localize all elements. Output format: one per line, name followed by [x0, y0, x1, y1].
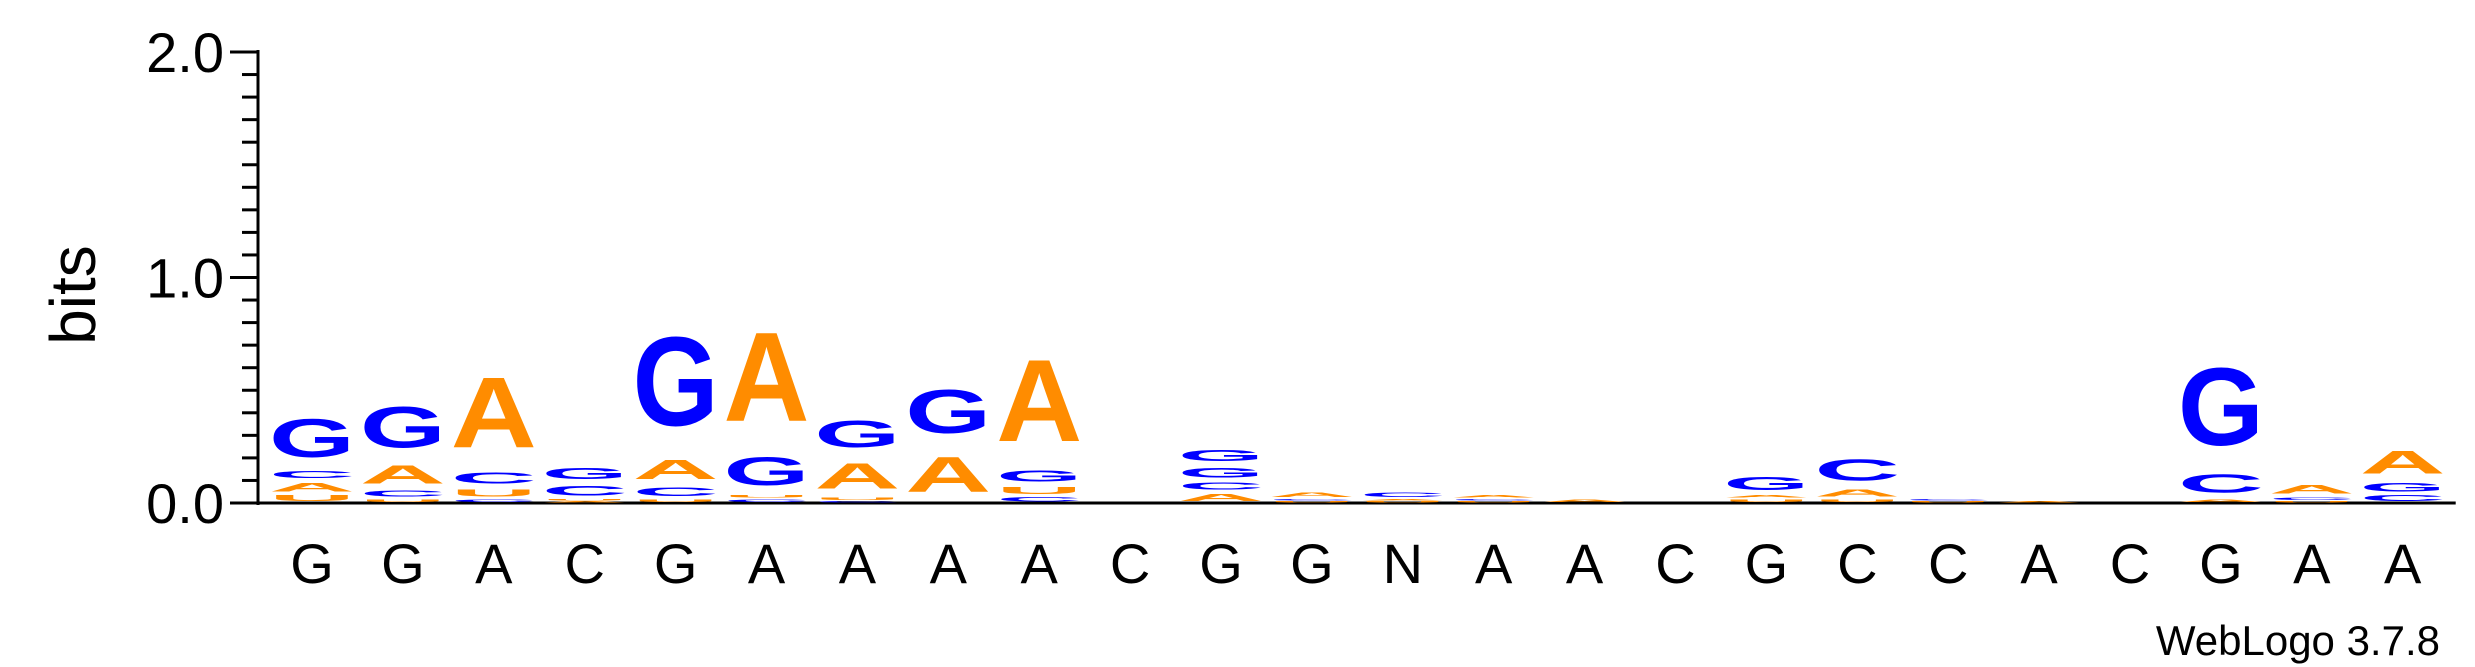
logo-letter-A: A: [1360, 498, 1446, 500]
position-label: A: [2293, 532, 2331, 595]
logo-letter-A: A: [451, 357, 537, 469]
logo-letter-G: G: [360, 394, 446, 459]
logo-letter-A: A: [724, 308, 810, 449]
position-label: C: [1928, 532, 1968, 595]
y-tick-label: 1.0: [146, 247, 224, 310]
logo-letter-A: A: [2178, 498, 2264, 502]
y-axis-label: bits: [37, 245, 109, 345]
logo-letter-C: C: [1451, 498, 1537, 500]
logo-letter-C: C: [269, 469, 355, 480]
logo-letter-U: U: [996, 485, 1082, 496]
logo-letter-A: A: [1996, 501, 2082, 503]
logo-letter-C: C: [996, 496, 1082, 503]
logo-letter-U: U: [1905, 501, 1991, 503]
logo-letter-U: U: [2269, 501, 2355, 503]
position-label: C: [2110, 532, 2150, 595]
logo-letter-A: A: [1451, 494, 1537, 498]
position-label: C: [564, 532, 604, 595]
logo-letter-A: A: [1723, 494, 1809, 498]
position-label: A: [839, 532, 877, 595]
position-label: C: [1837, 532, 1877, 595]
logo-letter-A: A: [1814, 487, 1900, 498]
logo-letter-A: A: [360, 460, 446, 489]
position-label: A: [1475, 532, 1513, 595]
position-label: G: [1745, 532, 1789, 595]
logo-letter-G: G: [1178, 465, 1264, 481]
logo-letter-U: U: [633, 498, 719, 502]
logo-letter-C: C: [1814, 453, 1900, 487]
logo-letter-U: U: [269, 494, 355, 503]
logo-letter-G: G: [814, 413, 900, 456]
logo-letter-U: U: [1360, 501, 1446, 503]
position-label: G: [1290, 532, 1334, 595]
position-label: A: [1566, 532, 1604, 595]
logo-letter-C: C: [2178, 469, 2264, 498]
position-label: A: [2384, 532, 2422, 595]
position-label: G: [654, 532, 698, 595]
logo-letter-U: U: [360, 498, 446, 502]
logo-letter-A: A: [633, 454, 719, 485]
y-axis: 0.0 1.0 2.0: [146, 21, 2456, 535]
logo-letter-G: G: [905, 377, 991, 447]
position-label: A: [930, 532, 968, 595]
logo-letter-C: C: [451, 498, 537, 502]
position-label: A: [2020, 532, 2058, 595]
logo-letter-A: A: [269, 480, 355, 494]
y-tick-label: 2.0: [146, 21, 224, 84]
logo-letter-G: G: [633, 311, 719, 453]
position-label: G: [290, 532, 334, 595]
logo-letter-G: G: [2360, 480, 2446, 494]
logo-letter-C: C: [1905, 498, 1991, 500]
logo-letter-C: C: [1178, 480, 1264, 491]
position-label: A: [475, 532, 513, 595]
position-label: C: [1655, 532, 1695, 595]
logo-letter-U: U: [1814, 498, 1900, 502]
logo-letter-G: G: [542, 464, 628, 482]
logo-letter-C: C: [633, 485, 719, 499]
logo-letter-U: U: [724, 494, 810, 498]
logo-letter-A: A: [905, 447, 991, 503]
position-label: A: [748, 532, 786, 595]
position-label: C: [1110, 532, 1150, 595]
position-label: G: [381, 532, 425, 595]
logo-letter-A: A: [1178, 492, 1264, 503]
logo-letter-G: G: [2178, 346, 2264, 469]
logo-letter-C: C: [814, 501, 900, 503]
logo-letter-C: C: [542, 483, 628, 499]
logo-letter-G: G: [269, 409, 355, 470]
logo-letter-G: G: [1178, 446, 1264, 464]
logo-letter-U: U: [542, 498, 628, 500]
logo-letter-C: C: [451, 469, 537, 487]
logo-letter-A: A: [2360, 445, 2446, 481]
logo-letter-U: U: [451, 487, 537, 498]
logo-letter-G: G: [724, 449, 810, 494]
logo-letter-G: G: [1723, 474, 1809, 494]
logo-letter-A: A: [996, 335, 1082, 466]
logo-letter-U: U: [1723, 498, 1809, 502]
logo-letter-U: U: [1451, 501, 1537, 503]
position-label: A: [1021, 532, 1059, 595]
logo-letter-A: A: [1542, 498, 1628, 502]
position-label: G: [2199, 532, 2243, 595]
logo-letter-A: A: [2269, 483, 2355, 497]
logo-letter-C: C: [360, 489, 446, 498]
logo-letter-C: C: [2269, 496, 2355, 500]
logo-letter-A: A: [542, 501, 628, 503]
logo-letter-U: U: [1269, 501, 1355, 503]
position-label: G: [1199, 532, 1243, 595]
logo-letter-A: A: [1269, 492, 1355, 499]
logo-letter-C: C: [1269, 498, 1355, 500]
logo-letter-C: C: [1360, 492, 1446, 499]
logo-letter-U: U: [814, 496, 900, 500]
logo-letter-C: C: [724, 498, 810, 502]
position-label: N: [1383, 532, 1423, 595]
logo-letter-G: G: [996, 467, 1082, 485]
logo-letter-A: A: [814, 455, 900, 496]
logo-stacks: UACGUCAGCUCAAUCGUCAGCUGACUAGAGCUGAACGGUC…: [269, 308, 2446, 503]
logo-letter-C: C: [2360, 494, 2446, 503]
y-tick-label: 0.0: [146, 472, 224, 535]
weblogo-credit: WebLogo 3.7.8: [2156, 617, 2440, 664]
